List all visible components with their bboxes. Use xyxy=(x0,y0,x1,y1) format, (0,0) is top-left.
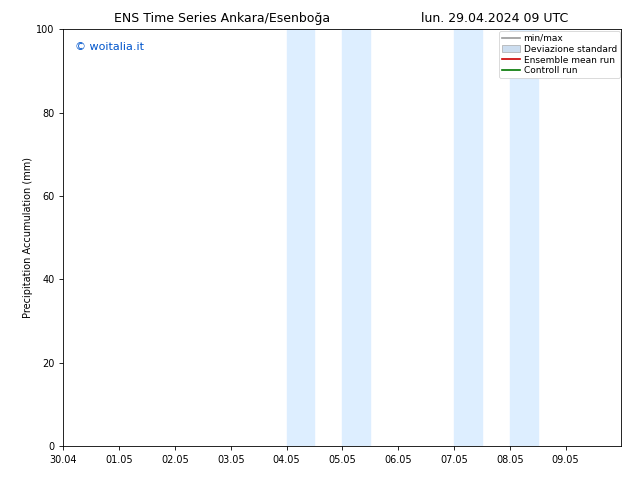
Legend: min/max, Deviazione standard, Ensemble mean run, Controll run: min/max, Deviazione standard, Ensemble m… xyxy=(499,31,619,78)
Bar xyxy=(287,29,314,446)
Text: © woitalia.it: © woitalia.it xyxy=(75,42,143,52)
Text: ENS Time Series Ankara/Esenboğa: ENS Time Series Ankara/Esenboğa xyxy=(114,12,330,25)
Bar xyxy=(510,29,538,446)
Y-axis label: Precipitation Accumulation (mm): Precipitation Accumulation (mm) xyxy=(23,157,33,318)
Text: lun. 29.04.2024 09 UTC: lun. 29.04.2024 09 UTC xyxy=(421,12,568,25)
Bar xyxy=(454,29,482,446)
Bar xyxy=(342,29,370,446)
